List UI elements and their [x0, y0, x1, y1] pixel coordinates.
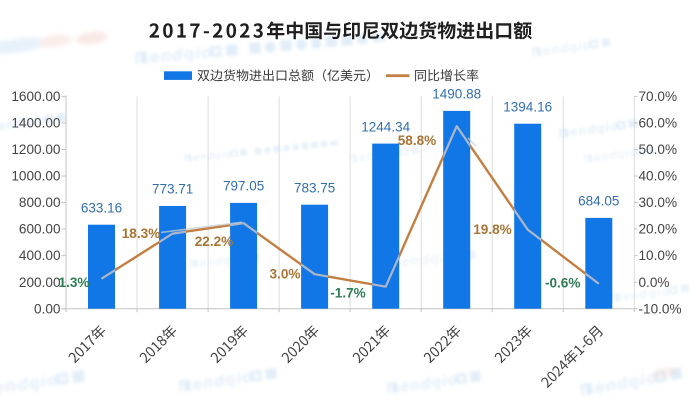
svg-text:endqio: endqio [569, 118, 619, 140]
svg-text:1600.00: 1600.00 [11, 89, 61, 104]
svg-text:20.0%: 20.0% [639, 222, 678, 237]
svg-text:endqio: endqio [593, 146, 638, 165]
svg-text:60.0%: 60.0% [639, 116, 678, 131]
svg-text:22.2%: 22.2% [195, 234, 234, 249]
svg-text:endqio: endqio [193, 149, 233, 164]
svg-text:400.00: 400.00 [19, 248, 61, 263]
svg-text:773.71: 773.71 [152, 182, 193, 197]
svg-text:1400.00: 1400.00 [11, 116, 61, 131]
svg-text:0.0%: 0.0% [639, 275, 670, 290]
svg-text:18.3%: 18.3% [122, 226, 161, 241]
svg-text:1000.00: 1000.00 [11, 169, 61, 184]
svg-text:endqio: endqio [542, 37, 592, 59]
svg-text:19.8%: 19.8% [473, 222, 512, 237]
svg-text:-10.0%: -10.0% [639, 301, 682, 316]
svg-text:50.0%: 50.0% [639, 142, 678, 157]
svg-text:-0.6%: -0.6% [545, 276, 581, 291]
svg-text:1394.16: 1394.16 [503, 99, 552, 114]
svg-text:600.00: 600.00 [19, 222, 61, 237]
svg-text:3.0%: 3.0% [270, 267, 301, 282]
svg-text:endqio: endqio [401, 249, 456, 271]
svg-text:endqio: endqio [621, 283, 671, 305]
svg-text:70.0%: 70.0% [639, 89, 678, 104]
svg-text:1244.34: 1244.34 [361, 119, 410, 134]
svg-text:800.00: 800.00 [19, 195, 61, 210]
svg-text:1490.88: 1490.88 [432, 87, 481, 102]
svg-text:1200.00: 1200.00 [11, 142, 61, 157]
svg-text:40.0%: 40.0% [639, 169, 678, 184]
svg-text:1.3%: 1.3% [59, 275, 90, 290]
svg-text:797.05: 797.05 [223, 179, 264, 194]
svg-text:684.05: 684.05 [578, 194, 619, 209]
svg-text:58.8%: 58.8% [398, 133, 437, 148]
svg-text:633.16: 633.16 [81, 200, 122, 215]
svg-text:200.00: 200.00 [19, 275, 61, 290]
svg-text:30.0%: 30.0% [639, 195, 678, 210]
svg-text:10.0%: 10.0% [639, 248, 678, 263]
svg-text:0.00: 0.00 [34, 301, 61, 316]
svg-text:endqio: endqio [0, 112, 47, 134]
svg-text:-1.7%: -1.7% [330, 286, 366, 301]
svg-text:783.75: 783.75 [294, 180, 335, 195]
